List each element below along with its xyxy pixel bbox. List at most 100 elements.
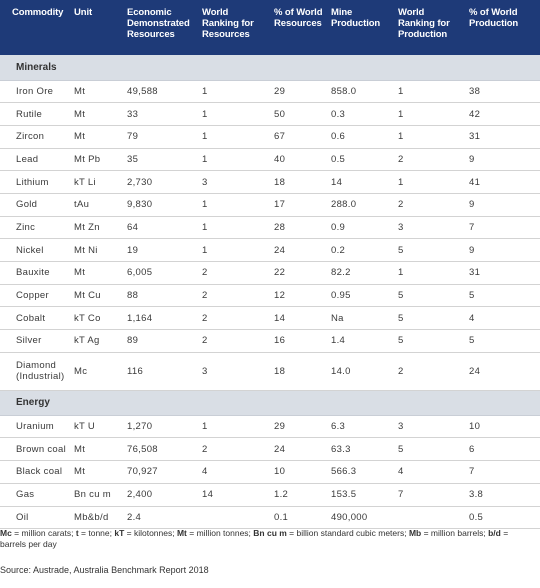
footnote-term: Mc	[0, 528, 12, 538]
table-cell: Iron Ore	[0, 80, 70, 104]
table-cell: 64	[123, 216, 198, 240]
footnote-term: kT	[114, 528, 125, 538]
section-row: Energy	[0, 390, 540, 416]
column-header: Unit	[74, 7, 93, 18]
table-cell: 14	[270, 306, 327, 331]
column-header: World Ranking for Resources	[202, 7, 254, 40]
footnote-definition: = million barrels;	[421, 528, 489, 538]
table-row: Uranium kT U 1,270 1 29 6.3 3 10	[0, 415, 540, 439]
table-cell: 24	[465, 352, 540, 391]
footnote-definition: = billion standard cubic meters;	[286, 528, 409, 538]
table-row: Gas Bn cu m 2,400 14 1.2 153.5 7 3.8	[0, 483, 540, 507]
table-cell: 5	[465, 284, 540, 308]
table-cell: Bauxite	[0, 261, 70, 285]
table-row: Nickel Mt Ni 19 1 24 0.2 5 9	[0, 238, 540, 262]
table-cell: 1	[198, 193, 270, 217]
table-cell: 19	[123, 238, 198, 262]
column-header: Commodity	[12, 7, 64, 18]
table-cell: 2,730	[123, 170, 198, 194]
table-cell: 566.3	[327, 460, 394, 484]
column-header: Mine Production	[331, 7, 381, 29]
table-cell: 1	[198, 102, 270, 126]
table-cell: 5	[394, 306, 465, 331]
table-cell: 22	[270, 261, 327, 285]
table-cell: 49,588	[123, 80, 198, 104]
table-cell: 3	[198, 352, 270, 391]
table-cell: 0.5	[327, 148, 394, 172]
table-cell: 1	[198, 415, 270, 439]
table-cell: Mt	[70, 80, 123, 104]
table-cell: Bn cu m	[70, 483, 123, 507]
table-cell: 38	[465, 80, 540, 104]
table-cell: 31	[465, 125, 540, 149]
table-cell: 2	[394, 148, 465, 172]
table-cell: 6.3	[327, 415, 394, 439]
table-cell: 1	[198, 148, 270, 172]
table-cell: 2	[394, 352, 465, 391]
table-cell: 2,400	[123, 483, 198, 507]
table-cell: 7	[465, 460, 540, 484]
table-cell: 28	[270, 216, 327, 240]
table-cell: Gas	[0, 483, 70, 507]
table-cell: 88	[123, 284, 198, 308]
table-cell: 29	[270, 415, 327, 439]
table-cell: 1	[394, 170, 465, 194]
column-header: % of World Resources	[274, 7, 323, 29]
table-cell: Na	[327, 306, 394, 331]
table-cell: 18	[270, 170, 327, 194]
footnote-definition: = tonne;	[78, 528, 115, 538]
table-cell: 4	[394, 460, 465, 484]
table-cell: Mt Ni	[70, 238, 123, 262]
table-cell: Mt	[70, 460, 123, 484]
table-cell: 41	[465, 170, 540, 194]
table-cell: 0.2	[327, 238, 394, 262]
table-cell: Mt Zn	[70, 216, 123, 240]
table-cell: 9,830	[123, 193, 198, 217]
table-cell: 50	[270, 102, 327, 126]
table-cell: 0.6	[327, 125, 394, 149]
table-cell: 0.1	[270, 506, 327, 530]
table-cell: 1	[394, 102, 465, 126]
table-cell: 2	[198, 329, 270, 353]
table-header: Commodity Unit Economic Demonstrated Resou…	[0, 0, 540, 55]
table-cell: 9	[465, 193, 540, 217]
table-cell: 1,164	[123, 306, 198, 331]
table-cell: Brown coal	[0, 437, 70, 462]
table-cell: 2	[198, 437, 270, 462]
table-cell: 1	[394, 80, 465, 104]
table-cell: Lithium	[0, 170, 70, 194]
table-row: Black coal Mt 70,927 4 10 566.3 4 7	[0, 460, 540, 484]
table-cell: Black coal	[0, 460, 70, 484]
source-note: Source: Austrade, Australia Benchmark Re…	[0, 565, 209, 575]
table-row: Lithium kT Li 2,730 3 18 14 1 41	[0, 170, 540, 194]
table-cell: 1	[198, 216, 270, 240]
table-cell: tAu	[70, 193, 123, 217]
table-cell: 10	[270, 460, 327, 484]
table-cell: Zinc	[0, 216, 70, 240]
table-cell: 89	[123, 329, 198, 353]
table-cell: 2	[198, 261, 270, 285]
table-cell: 14.0	[327, 352, 394, 391]
column-header: Economic Demonstrated Resources	[127, 7, 190, 40]
table-row: Rutile Mt 33 1 50 0.3 1 42	[0, 102, 540, 126]
column-header: World Ranking for Production	[398, 7, 450, 40]
footnote-term: Mb	[408, 528, 422, 538]
table-cell: Silver	[0, 329, 70, 353]
table-cell: Diamond (Industrial)	[0, 352, 70, 391]
table-cell: 14	[327, 170, 394, 194]
table-cell: 1	[198, 238, 270, 262]
footnote-term: t	[75, 528, 79, 538]
table-cell: Uranium	[0, 415, 70, 439]
section-row: Minerals	[0, 55, 540, 81]
table-cell: 4	[198, 460, 270, 484]
table-cell: 12	[270, 284, 327, 308]
table-cell: Mt	[70, 261, 123, 285]
table-cell: Rutile	[0, 102, 70, 126]
table-row: Lead Mt Pb 35 1 40 0.5 2 9	[0, 148, 540, 172]
table-cell: 1.2	[270, 483, 327, 507]
table-cell: 5	[394, 437, 465, 462]
table-row: Iron Ore Mt 49,588 1 29 858.0 1 38	[0, 80, 540, 104]
table-cell: 17	[270, 193, 327, 217]
table-row: Zircon Mt 79 1 67 0.6 1 31	[0, 125, 540, 149]
